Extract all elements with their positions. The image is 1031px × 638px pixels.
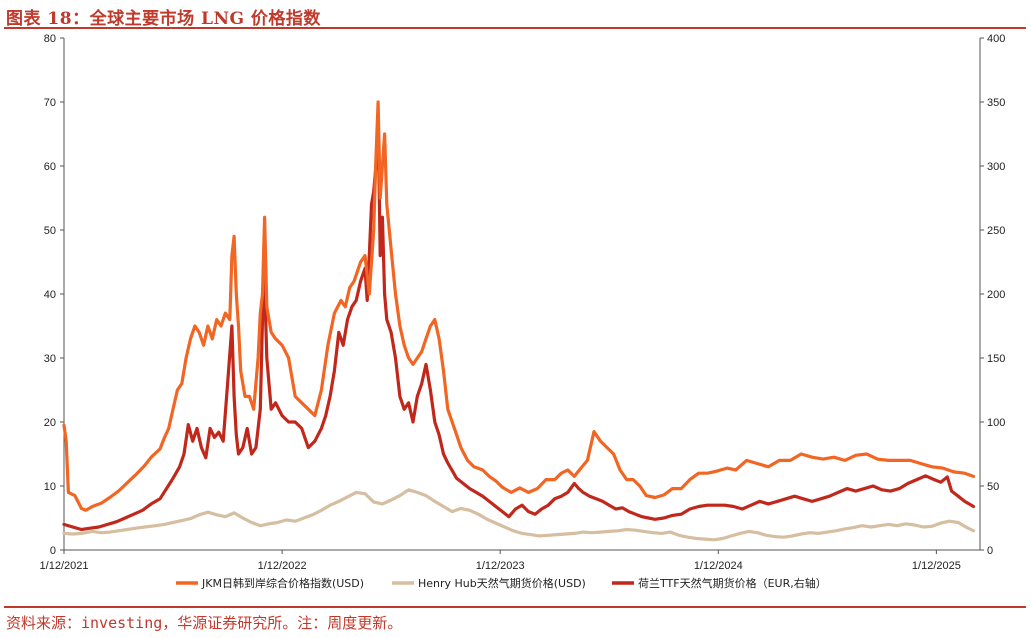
title-rule: [4, 27, 1026, 29]
chart-legend: JKM日韩到岸综合价格指数(USD) Henry Hub天然气期货价格(USD) 荷…: [176, 576, 827, 590]
legend-label-1: Henry Hub天然气期货价格(USD): [418, 576, 586, 590]
y-left-tick-label: 60: [44, 161, 56, 173]
y-right-tick-label: 400: [987, 33, 1005, 45]
x-tick-label: 1/12/2025: [912, 560, 961, 572]
y-left-tick-label: 50: [44, 225, 56, 237]
y-left-tick-label: 70: [44, 97, 56, 109]
x-tick-label: 1/12/2023: [476, 560, 525, 572]
y-right-tick-label: 300: [987, 161, 1005, 173]
legend-label-2: 荷兰TTF天然气期货价格（EUR,右轴）: [638, 576, 827, 590]
y-right-tick-label: 0: [987, 545, 993, 557]
y-left-tick-label: 30: [44, 353, 56, 365]
y-left-tick-label: 80: [44, 33, 56, 45]
y-left-tick-label: 0: [50, 545, 56, 557]
source-note: 资料来源：investing，华源证券研究所。注：周度更新。: [6, 614, 403, 632]
series-line-1: [62, 488, 976, 542]
y-left-tick-label: 20: [44, 417, 56, 429]
chart-title: 图表 18：全球主要市场 LNG 价格指数: [6, 9, 321, 29]
y-right-tick-label: 250: [987, 225, 1005, 237]
y-right-tick-label: 50: [987, 481, 999, 493]
y-right-tick-label: 150: [987, 353, 1005, 365]
line-chart: 0 10 20 30 40 50 60 70 80 0 50 100 150 200 250 300 350 40…: [40, 33, 1006, 590]
y-right-tick-label: 350: [987, 97, 1005, 109]
x-tick-label: 1/12/2021: [40, 560, 89, 572]
x-tick-label: 1/12/2024: [694, 560, 743, 572]
chart-axes: 0 10 20 30 40 50 60 70 80 0 50 100 150 200 250 300 350 40…: [40, 33, 1006, 572]
y-left-tick-label: 10: [44, 481, 56, 493]
y-right-tick-label: 100: [987, 417, 1005, 429]
y-right-tick-label: 200: [987, 289, 1005, 301]
chart-series: [62, 100, 976, 542]
series-line-2: [62, 113, 976, 532]
series-line-0: [62, 100, 976, 512]
legend-label-0: JKM日韩到岸综合价格指数(USD): [201, 576, 364, 590]
x-tick-label: 1/12/2022: [258, 560, 307, 572]
source-rule: [4, 606, 1026, 608]
y-left-tick-label: 40: [44, 289, 56, 301]
